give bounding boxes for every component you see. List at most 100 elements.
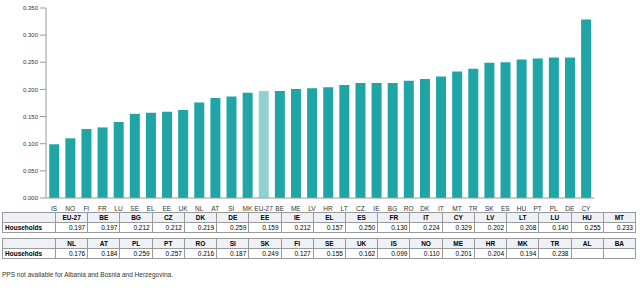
html-text:0.250: 0.250: [358, 224, 376, 231]
html-text:UK: UK: [356, 240, 367, 247]
svg-text:UK: UK: [178, 205, 188, 212]
svg-text:IS: IS: [51, 205, 58, 212]
svg-text:0.250: 0.250: [23, 59, 39, 65]
html-text:0.212: 0.212: [165, 224, 182, 231]
html-text:NL: NL: [67, 240, 76, 247]
html-text:AT: AT: [99, 240, 108, 247]
svg-text:HR: HR: [323, 205, 333, 212]
svg-text:0.000: 0.000: [23, 195, 39, 201]
html-text:0.219: 0.219: [197, 224, 215, 231]
html-text:CY: CY: [453, 214, 463, 221]
html-text:0.329: 0.329: [455, 224, 472, 231]
html-text:ES: ES: [357, 214, 366, 221]
html-text:SE: SE: [325, 240, 334, 247]
html-text:BA: BA: [614, 240, 624, 247]
html-text:CZ: CZ: [163, 214, 173, 221]
svg-text:CZ: CZ: [356, 205, 365, 212]
html-text:0.197: 0.197: [68, 224, 86, 231]
html-text:LV: LV: [486, 214, 495, 221]
svg-text:BG: BG: [388, 205, 397, 212]
html-text:LU: LU: [550, 214, 560, 221]
html-text:BE: BE: [99, 214, 109, 221]
html-text:ME: ME: [453, 240, 464, 247]
svg-text:CY: CY: [581, 205, 591, 212]
svg-text:EU-27: EU-27: [254, 205, 273, 212]
svg-text:LV: LV: [308, 205, 316, 212]
html-text:0.202: 0.202: [487, 224, 505, 231]
html-text:0.259: 0.259: [230, 224, 247, 231]
svg-text:EE: EE: [163, 205, 172, 212]
svg-text:AT: AT: [211, 205, 219, 212]
svg-text:DK: DK: [420, 205, 430, 212]
svg-text:ES: ES: [501, 205, 510, 212]
html-text:0.212: 0.212: [133, 224, 150, 231]
svg-text:FR: FR: [98, 205, 107, 212]
svg-text:SK: SK: [485, 205, 494, 212]
html-text:0.212: 0.212: [294, 224, 311, 231]
svg-text:0.350: 0.350: [23, 5, 39, 11]
html-text:Households: Households: [5, 224, 43, 231]
svg-text:IE: IE: [373, 205, 380, 212]
html-text:HU: HU: [582, 214, 592, 221]
html-text:IE: IE: [294, 214, 301, 221]
html-text:SK: SK: [260, 240, 270, 247]
html-text:TR: TR: [550, 240, 560, 247]
html-text:0.140: 0.140: [552, 224, 569, 231]
svg-text:0.100: 0.100: [23, 141, 39, 147]
html-text:FR: FR: [389, 214, 399, 221]
html-text:0.259: 0.259: [133, 250, 150, 257]
svg-text:0.150: 0.150: [23, 114, 39, 120]
html-text:RO: RO: [195, 240, 206, 247]
html-text:MT: MT: [614, 214, 624, 221]
svg-text:EL: EL: [147, 205, 155, 212]
html-text:0.157: 0.157: [326, 224, 343, 231]
svg-text:SI: SI: [228, 205, 234, 212]
html-text:EL: EL: [325, 214, 334, 221]
svg-text:HU: HU: [517, 205, 527, 212]
html-text:EE: EE: [260, 214, 270, 221]
svg-text:PL: PL: [550, 205, 558, 212]
html-text:0.197: 0.197: [101, 224, 118, 231]
html-text:EU-27: EU-27: [62, 214, 81, 221]
html-text:0.130: 0.130: [391, 224, 408, 231]
svg-text:DE: DE: [565, 205, 575, 212]
svg-text:LT: LT: [341, 205, 348, 212]
svg-text:0.300: 0.300: [23, 32, 39, 38]
svg-text:PT: PT: [533, 205, 541, 212]
svg-text:MK: MK: [243, 205, 253, 212]
html-text:LT: LT: [518, 214, 527, 221]
html-text:0.257: 0.257: [165, 250, 182, 257]
html-text:AL: AL: [582, 240, 592, 247]
html-text:Households: Households: [5, 250, 43, 257]
html-text:PL: PL: [131, 240, 141, 247]
svg-text:ME: ME: [291, 205, 301, 212]
html-text:0.255: 0.255: [584, 224, 601, 231]
svg-text:FI: FI: [83, 205, 89, 212]
svg-text:0.200: 0.200: [23, 87, 39, 93]
svg-text:0.050: 0.050: [23, 168, 39, 174]
html-text:0.233: 0.233: [616, 224, 633, 231]
html-text:MK: MK: [517, 240, 528, 247]
html-text:SI: SI: [229, 240, 236, 247]
html-text:0.159: 0.159: [262, 224, 279, 231]
html-text:0.208: 0.208: [520, 224, 537, 231]
svg-text:BE: BE: [275, 205, 284, 212]
svg-text:NL: NL: [195, 205, 204, 212]
svg-text:TR: TR: [469, 205, 478, 212]
svg-text:MT: MT: [452, 205, 461, 212]
svg-text:NO: NO: [65, 205, 75, 212]
html-text:IS: IS: [390, 240, 397, 247]
html-text:NO: NO: [421, 240, 431, 247]
html-text:BG: BG: [131, 214, 141, 221]
svg-text:RO: RO: [404, 205, 414, 212]
html-text:0.224: 0.224: [423, 224, 440, 231]
svg-text:SE: SE: [130, 205, 139, 212]
svg-text:LU: LU: [114, 205, 123, 212]
html-text:DK: DK: [195, 214, 206, 221]
html-text:PT: PT: [164, 240, 173, 247]
html-text:DE: DE: [228, 214, 238, 221]
html-text:HR: HR: [485, 240, 496, 247]
html-text:0.176: 0.176: [68, 250, 86, 257]
svg-text:IT: IT: [438, 205, 444, 212]
html-text:0.184: 0.184: [101, 250, 118, 257]
